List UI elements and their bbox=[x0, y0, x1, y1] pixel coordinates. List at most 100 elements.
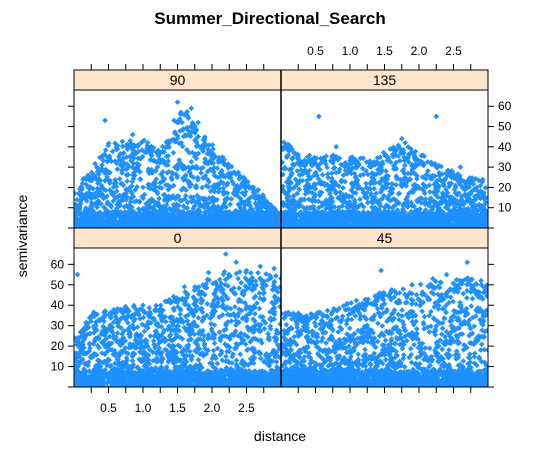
data-point bbox=[449, 168, 456, 175]
data-point bbox=[311, 159, 318, 165]
data-point bbox=[370, 200, 376, 206]
data-point bbox=[449, 221, 456, 228]
data-point bbox=[384, 157, 390, 163]
data-point bbox=[148, 196, 155, 202]
data-point bbox=[333, 189, 340, 195]
data-point bbox=[248, 224, 255, 228]
data-point bbox=[183, 213, 189, 220]
data-point bbox=[307, 215, 313, 222]
data-point bbox=[454, 171, 461, 178]
data-point bbox=[400, 216, 406, 223]
data-point bbox=[290, 185, 297, 191]
data-point bbox=[363, 224, 369, 228]
data-point bbox=[103, 206, 109, 213]
data-point bbox=[249, 307, 255, 313]
data-point bbox=[186, 131, 193, 137]
data-point bbox=[221, 156, 228, 163]
data-point bbox=[347, 214, 354, 220]
data-point bbox=[204, 201, 210, 208]
data-point bbox=[172, 196, 179, 202]
data-point bbox=[165, 141, 171, 148]
data-point bbox=[405, 225, 412, 228]
data-point bbox=[387, 188, 393, 195]
data-point bbox=[341, 217, 348, 224]
data-point bbox=[336, 183, 342, 190]
data-point bbox=[189, 216, 195, 222]
data-point bbox=[119, 143, 126, 150]
data-point bbox=[78, 195, 85, 201]
data-point bbox=[123, 202, 130, 209]
data-point bbox=[165, 158, 171, 164]
data-point bbox=[88, 191, 94, 197]
data-point bbox=[153, 200, 159, 206]
panel-135: 135 bbox=[281, 70, 488, 228]
data-point bbox=[367, 224, 374, 228]
data-point bbox=[383, 223, 389, 228]
data-point bbox=[318, 181, 324, 187]
data-point bbox=[435, 211, 441, 218]
data-point bbox=[412, 148, 419, 155]
data-point bbox=[88, 220, 95, 226]
data-point bbox=[130, 216, 136, 222]
data-point bbox=[404, 217, 411, 223]
data-point bbox=[286, 175, 292, 182]
data-point bbox=[424, 213, 431, 220]
data-point bbox=[197, 291, 204, 298]
data-point bbox=[285, 188, 292, 195]
data-point bbox=[458, 217, 464, 224]
data-point bbox=[445, 224, 452, 228]
data-point bbox=[122, 209, 129, 216]
data-point bbox=[310, 196, 316, 202]
data-point bbox=[396, 190, 403, 197]
data-point bbox=[212, 197, 219, 203]
data-point bbox=[460, 201, 467, 208]
data-point bbox=[254, 203, 261, 209]
data-point bbox=[175, 217, 182, 223]
data-point bbox=[472, 176, 479, 182]
data-point bbox=[140, 184, 146, 191]
data-point bbox=[152, 167, 159, 174]
data-point bbox=[211, 169, 217, 175]
data-point bbox=[476, 194, 483, 201]
data-point bbox=[320, 155, 326, 161]
data-point bbox=[113, 160, 120, 166]
data-point bbox=[288, 166, 295, 172]
data-point bbox=[284, 154, 290, 161]
data-point bbox=[387, 198, 393, 204]
peak-point bbox=[457, 164, 464, 170]
data-point bbox=[170, 194, 176, 200]
data-point bbox=[379, 167, 386, 174]
data-point bbox=[134, 184, 140, 190]
data-point bbox=[443, 186, 449, 193]
data-point bbox=[128, 190, 135, 196]
data-point bbox=[121, 150, 127, 156]
data-point bbox=[176, 202, 182, 209]
data-point bbox=[145, 223, 152, 228]
data-point bbox=[76, 217, 83, 224]
data-point bbox=[478, 214, 485, 220]
data-point bbox=[236, 209, 242, 216]
data-point bbox=[452, 182, 459, 189]
data-point bbox=[100, 220, 107, 226]
data-point bbox=[232, 208, 239, 214]
points-90 bbox=[74, 99, 281, 228]
data-point bbox=[352, 156, 358, 163]
data-point bbox=[83, 181, 89, 188]
data-point bbox=[478, 217, 485, 223]
data-point bbox=[273, 330, 280, 337]
data-point bbox=[212, 216, 219, 222]
y-axis-label: semivariance bbox=[14, 195, 30, 278]
data-point bbox=[295, 222, 301, 228]
data-point bbox=[416, 209, 422, 215]
data-point bbox=[463, 193, 469, 199]
data-point bbox=[253, 188, 260, 194]
data-point bbox=[140, 351, 146, 357]
data-point bbox=[145, 201, 152, 208]
data-point bbox=[114, 204, 121, 211]
data-point bbox=[112, 222, 119, 228]
data-point bbox=[444, 168, 451, 174]
strip-label-90: 90 bbox=[170, 72, 186, 88]
data-point bbox=[393, 182, 399, 188]
data-point bbox=[176, 328, 183, 334]
data-point bbox=[206, 179, 212, 185]
